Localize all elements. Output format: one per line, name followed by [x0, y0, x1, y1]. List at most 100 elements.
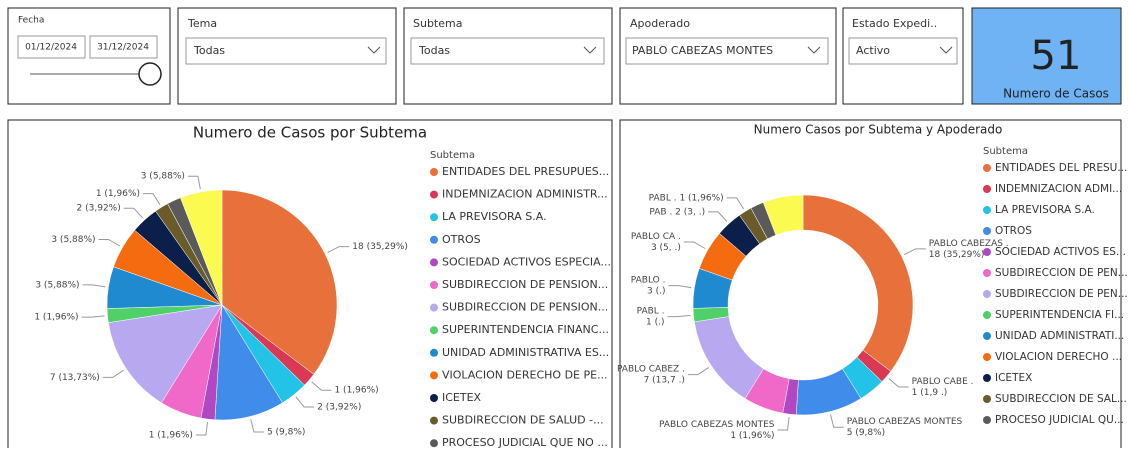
slider-handle[interactable]	[138, 62, 162, 86]
pie-slice	[221, 189, 338, 375]
end-date: 31/12/2024	[97, 43, 149, 53]
date-input[interactable]	[89, 35, 158, 59]
leader-line	[295, 396, 315, 408]
leader-line	[195, 422, 208, 436]
chevron	[583, 46, 597, 54]
date-input[interactable]	[17, 35, 86, 59]
legend-label: ICETEX	[442, 391, 482, 404]
legend-label: ENTIDADES DEL PRESUPUES...	[442, 165, 609, 178]
slicer-title: Apoderado	[630, 17, 690, 30]
slicer-title: Subtema	[413, 17, 462, 30]
legend-marker	[430, 190, 438, 199]
dropdown[interactable]	[848, 37, 958, 65]
data-label: PABLO CABEZAS MONTES	[847, 417, 963, 427]
data-label: 18 (35,29%)	[352, 242, 408, 252]
data-label: PAB . 2 (3, .)	[649, 207, 705, 217]
legend-label: VIOLACION DERECHO DE PE...	[442, 368, 608, 381]
leader-line	[327, 246, 350, 253]
legend-label: ICETEX	[995, 372, 1032, 384]
data-label: 1 (1,96%)	[34, 313, 78, 323]
legend-marker	[430, 348, 438, 357]
data-label: 5 (9,8%)	[847, 428, 885, 438]
dropdown[interactable]	[185, 37, 387, 65]
legend-marker	[430, 371, 438, 380]
data-label: 3 (5, .)	[651, 243, 681, 253]
leader-line	[98, 239, 121, 247]
legend-marker	[430, 303, 438, 312]
legend-marker	[430, 416, 438, 425]
legend-label: SUBDIRECCION DE PENSION...	[442, 278, 608, 291]
data-label: 1 (1,96%)	[96, 189, 140, 199]
data-label: PABL .	[637, 307, 665, 317]
data-label: PABLO CABE .	[912, 377, 974, 387]
legend-marker	[430, 326, 438, 335]
leader-line	[250, 419, 264, 433]
legend-marker	[983, 248, 991, 256]
legend-label: SUBDIRECCION DE PENSION...	[442, 301, 608, 314]
data-label: 1 (1,96%)	[334, 386, 378, 396]
leader-line	[102, 369, 124, 378]
leader-line	[903, 248, 926, 256]
legend-title: Subtema	[983, 146, 1028, 157]
dropdown[interactable]	[410, 37, 605, 65]
data-label: 18 (35,29%)	[929, 250, 985, 260]
legend-label: INDEMNIZACION ADMINISTR...	[442, 188, 608, 201]
data-label: PABLO .	[631, 276, 666, 286]
legend-label: UNIDAD ADMINISTRATIVA ES...	[442, 346, 609, 359]
pie-slice	[108, 304, 223, 404]
legend-marker	[430, 281, 438, 289]
leader-line	[668, 285, 692, 289]
chart-title: Numero de Casos por Subtema	[193, 124, 427, 142]
data-label: 3 (5,88%)	[51, 235, 95, 245]
data-label: 7 (13,7 .)	[644, 376, 685, 386]
legend-marker	[430, 439, 438, 448]
data-label: 1 (1,9 .)	[912, 388, 948, 398]
legend-marker	[983, 227, 991, 235]
legend-marker	[983, 206, 991, 214]
chart-title: Numero Casos por Subtema y Apoderado	[754, 123, 1003, 137]
leader-line	[888, 378, 909, 388]
legend-marker	[983, 269, 991, 277]
leader-line	[726, 197, 744, 210]
legend-label: INDEMNIZACION ADMI...	[995, 183, 1122, 195]
data-label: 1 (.)	[646, 318, 664, 328]
data-label: 1 (1,96%)	[149, 431, 193, 441]
data-label: PABLO CABEZAS MONTES	[659, 420, 775, 430]
data-label: 3 (.)	[647, 287, 665, 297]
legend-label: SUBDIRECCION DE PEN...	[995, 288, 1128, 300]
legend-label: OTROS	[442, 233, 481, 246]
data-label: PABLO CA .	[631, 232, 681, 242]
legend-marker	[983, 353, 991, 361]
leader-line	[187, 175, 201, 190]
legend-label: PROCESO JUDICIAL QU...	[995, 414, 1124, 426]
dropdown[interactable]	[625, 37, 829, 65]
slicer-title: Fecha	[18, 16, 44, 26]
legend-marker	[430, 235, 438, 244]
leader-line	[667, 314, 691, 318]
kpi-value: 51	[1031, 33, 1082, 79]
slicer-title: Tema	[187, 17, 217, 30]
kpi-card	[971, 7, 1122, 105]
data-label: 2 (3,92%)	[77, 204, 121, 214]
chevron	[367, 46, 381, 54]
leader-line	[311, 381, 332, 391]
legend-label: OTROS	[995, 225, 1032, 237]
pie-slice	[180, 189, 223, 306]
legend-label: SUBDIRECCION DE SAL...	[995, 393, 1127, 405]
start-date: 01/12/2024	[25, 43, 77, 53]
leader-line	[81, 315, 105, 318]
legend-label: ENTIDADES DEL PRESU...	[995, 162, 1127, 174]
data-label: PABLO CABEZAS .	[929, 239, 1009, 249]
data-label: 3 (5,88%)	[35, 280, 79, 290]
leader-line	[687, 367, 710, 376]
data-label: 5 (9,8%)	[267, 428, 305, 438]
data-label: PABL . 1 (1,96%)	[649, 193, 724, 203]
dropdown-value: Activo	[856, 44, 890, 57]
legend-marker	[983, 311, 991, 319]
legend-title: Subtema	[430, 150, 475, 161]
leader-line	[143, 193, 161, 205]
legend-marker	[983, 416, 991, 424]
legend-label: SOCIEDAD ACTIVOS ESPECIA...	[442, 255, 611, 268]
legend-marker	[983, 164, 991, 172]
